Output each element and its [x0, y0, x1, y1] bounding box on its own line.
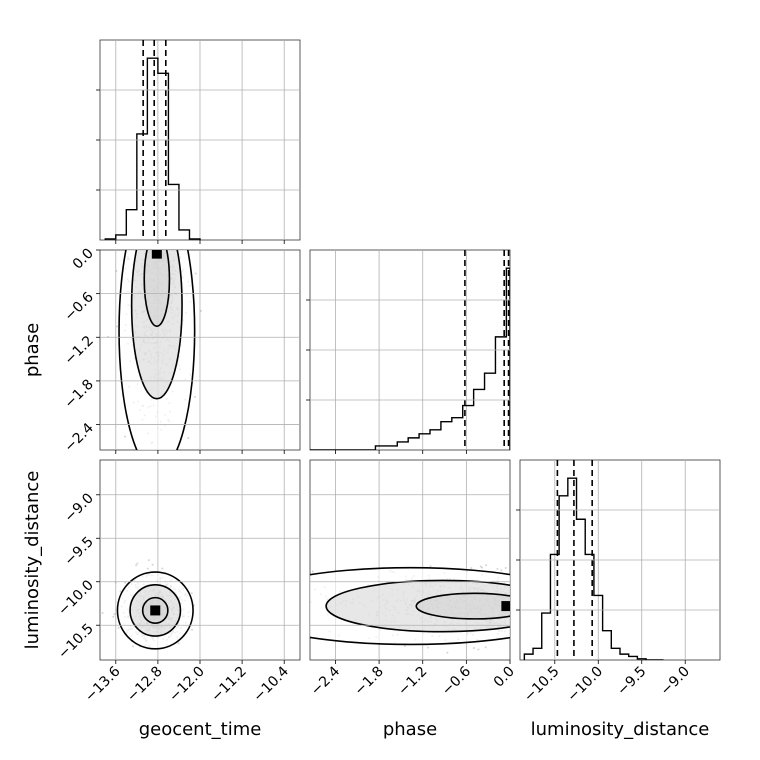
scatter-point	[481, 566, 484, 569]
scatter-point	[477, 648, 480, 651]
scatter-point	[429, 565, 432, 568]
x-tick-label: −10.5	[521, 664, 563, 706]
y-tick-label: −1.8	[61, 376, 96, 411]
y-tick-label: −10.5	[55, 621, 97, 663]
scatter-point	[427, 646, 430, 649]
x-tick-label: −2.4	[308, 663, 343, 698]
contour-level	[143, 250, 171, 327]
panel-content	[107, 250, 203, 450]
scatter-point	[101, 611, 104, 614]
panel-geocent_time-phase: −2.4 −1.8 −1.2 −0.6 0.0	[61, 246, 301, 455]
y-tick-label: 0.0	[70, 246, 97, 273]
x-tick-label: −11.2	[208, 664, 250, 706]
scatter-point	[115, 269, 118, 272]
scatter-point	[177, 642, 180, 645]
panel-geocent_time-luminosity_distance: −13.6 −12.8 −12.0 −11.2 −10.4 −10.5−10.0 −9.5 −…	[55, 459, 301, 706]
scatter-point	[479, 565, 482, 568]
axis-label-x-phase: phase	[383, 719, 437, 740]
scatter-point	[115, 325, 118, 328]
scatter-point	[146, 567, 149, 570]
panel-luminosity_distance-luminosity_distance: −10.5 −10.0 −9.5 −9.0	[516, 459, 721, 706]
x-tick-label: −10.0	[564, 664, 606, 706]
scatter-point	[200, 309, 203, 312]
panels-layer: −2.4−1.8−1.2−0.60.0−13.6 −12.8 −12.0 −11.2−…	[55, 39, 721, 706]
x-tick-label: −0.6	[439, 663, 474, 698]
density-peak	[150, 605, 161, 616]
histogram-step-phase	[310, 267, 510, 450]
scatter-point	[147, 559, 150, 562]
panel-phase-luminosity_distance: −2.4 −1.8 −1.2 −0.6 0.0	[302, 459, 518, 699]
x-tick-label: 0.0	[491, 664, 518, 691]
scatter-point	[131, 645, 134, 648]
y-tick-label: −1.2	[61, 333, 96, 368]
scatter-point	[190, 628, 193, 631]
scatter-point	[504, 566, 507, 569]
scatter-point	[187, 437, 190, 440]
scatter-point	[194, 272, 197, 275]
x-tick-label: −1.8	[352, 664, 387, 699]
histogram-step-geocent_time	[104, 57, 201, 240]
axis-label-y-phase: phase	[22, 323, 43, 377]
scatter-point	[403, 644, 406, 647]
scatter-point	[135, 564, 138, 567]
scatter-point	[151, 563, 154, 566]
axis-label-x-geocent_time: geocent_time	[139, 719, 262, 740]
scatter-point	[124, 581, 127, 584]
scatter-point	[496, 567, 499, 570]
density-peak	[151, 250, 162, 259]
histogram-step-luminosity_distance	[523, 477, 664, 660]
scatter-point	[485, 564, 488, 567]
y-tick-label: −2.4	[61, 420, 96, 455]
axis-label-x-luminosity_distance: luminosity_distance	[531, 719, 710, 740]
y-tick-label: −0.6	[61, 289, 96, 324]
panel-content	[101, 559, 195, 650]
axis-label-y-luminosity_distance: luminosity_distance	[22, 471, 43, 650]
scatter-point	[193, 395, 196, 398]
scatter-point	[124, 435, 127, 438]
panel-geocent_time-geocent_time	[96, 39, 301, 244]
scatter-point	[500, 569, 503, 572]
scatter-point	[113, 613, 116, 616]
scatter-point	[136, 562, 139, 565]
x-tick-label: −9.0	[658, 664, 693, 699]
x-tick-label: −9.5	[614, 664, 649, 699]
panel-phase-phase	[306, 249, 511, 454]
scatter-point	[446, 651, 449, 654]
contour-level	[415, 592, 510, 620]
scatter-point	[119, 590, 122, 593]
x-tick-label: −12.0	[166, 664, 208, 706]
scatter-point	[311, 570, 314, 573]
density-peak	[501, 601, 510, 612]
scatter-point	[112, 615, 115, 618]
y-tick-label: −9.5	[61, 534, 96, 569]
scatter-point	[484, 646, 487, 649]
x-tick-label: −1.2	[395, 664, 430, 699]
y-tick-label: −10.0	[55, 577, 97, 619]
x-tick-label: −10.4	[250, 663, 292, 705]
scatter-point	[161, 567, 164, 570]
scatter-point	[190, 592, 193, 595]
x-tick-label: −13.6	[82, 663, 124, 705]
scatter-point	[470, 567, 473, 570]
scatter-point	[473, 646, 476, 649]
scatter-point	[302, 599, 304, 601]
x-tick-label: −12.8	[124, 664, 166, 706]
y-tick-label: −9.0	[61, 490, 96, 525]
scatter-point	[117, 626, 120, 629]
